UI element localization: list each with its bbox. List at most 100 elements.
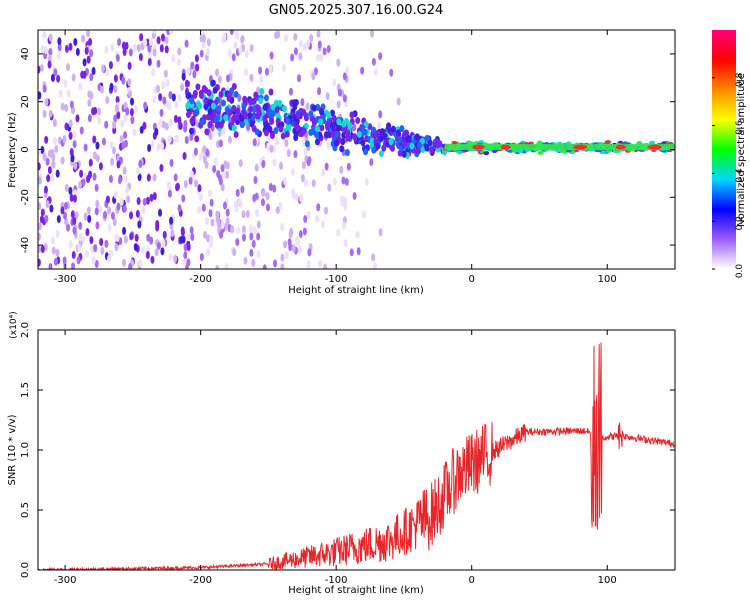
spectrogram-cell	[58, 89, 63, 98]
spectrogram-cell	[171, 54, 176, 63]
spectrogram-cell	[188, 176, 193, 185]
spectrogram-cell	[339, 145, 345, 153]
spectrogram-cell	[215, 210, 220, 219]
spectrogram-cell	[308, 110, 314, 118]
spectrogram-cell	[88, 37, 93, 46]
spectrogram-cell	[295, 124, 301, 132]
spectrogram-cell	[156, 143, 161, 152]
spectrogram-cell	[72, 216, 77, 225]
spectrogram-cell	[599, 144, 602, 151]
spectrogram-cell	[274, 106, 280, 114]
spectrogram-cell	[251, 239, 256, 248]
spectrogram-cell	[243, 256, 248, 265]
spectrogram-cell	[626, 144, 629, 151]
spectrogram-cell	[165, 101, 170, 110]
spectrogram-cell	[125, 186, 130, 195]
spectrogram-cell	[86, 175, 91, 184]
spectrogram-cell	[177, 204, 182, 213]
spectrogram-cell	[262, 114, 268, 122]
spectrogram-cell	[189, 133, 194, 142]
spectrogram-cell	[38, 258, 41, 267]
spectrogram-cell	[295, 235, 300, 244]
spectrogram-cell	[212, 165, 217, 174]
spectrogram-cell	[161, 239, 166, 248]
spectrogram-cell	[129, 211, 134, 220]
spectrogram-cell	[293, 47, 298, 56]
spectrogram-cell	[512, 144, 515, 151]
spectrogram-cell	[152, 30, 157, 35]
spectrogram-cell	[306, 260, 311, 269]
spectrogram-cell	[320, 220, 325, 229]
spectrogram-cell	[665, 144, 668, 151]
spectrogram-cell	[43, 45, 48, 54]
spectrogram-cell	[218, 90, 224, 98]
spectrogram-cell	[248, 98, 254, 106]
spectrogram-cell	[197, 206, 202, 215]
spectrogram-cell	[161, 81, 166, 90]
spectrogram-cell	[468, 144, 471, 151]
spectrogram-cell	[44, 214, 49, 223]
colorbar-tick-label: 0.4	[735, 168, 745, 183]
spectrogram-cell	[379, 128, 385, 136]
spectrogram-cell	[115, 95, 120, 104]
spectrogram-cell	[303, 215, 308, 224]
spectrogram-cell	[555, 144, 558, 151]
spectrogram-cell	[326, 141, 331, 150]
spectrogram-cell	[99, 85, 104, 94]
spectrogram-cell	[168, 118, 173, 127]
spectrogram-cell	[238, 159, 243, 168]
spectrogram-cell	[181, 72, 186, 81]
spectrogram-cell	[205, 48, 210, 57]
spectrogram-cell	[199, 253, 204, 262]
spectrogram-cell	[288, 87, 293, 96]
spectrogram-cell	[294, 117, 300, 125]
spectrogram-cell	[521, 144, 524, 151]
spectrogram-cell	[280, 253, 285, 262]
spectrogram-cell	[171, 93, 176, 102]
spectrogram-cell	[396, 97, 401, 106]
spectrogram-cell	[45, 157, 50, 166]
colorbar-label: Normalized spectral amplitude	[736, 73, 747, 227]
spectrogram-cell	[104, 239, 109, 248]
spectrogram-cell	[222, 201, 227, 210]
spectrogram-cell	[207, 189, 212, 198]
spectrogram-cell	[198, 152, 203, 161]
spectrogram-cell	[169, 30, 174, 35]
spectrogram-cell	[88, 158, 93, 167]
spectrogram-cell	[416, 141, 422, 149]
spectrogram-cell	[311, 179, 316, 188]
spectrogram-cell	[57, 43, 62, 52]
spectrogram-cell	[114, 243, 119, 252]
spectrogram-cell	[643, 144, 646, 151]
spectrogram-cell	[230, 225, 235, 234]
spectrogram-cell	[169, 158, 174, 167]
spectrogram-cell	[226, 74, 231, 83]
spectrogram-cell	[460, 144, 463, 151]
spectrogram-cell	[185, 102, 191, 110]
spectrogram-cell	[283, 177, 288, 186]
spectrogram-cell	[95, 221, 100, 230]
spectrogram-cell	[195, 100, 201, 108]
spectrogram-cell	[160, 142, 165, 151]
spectrogram-cell	[371, 146, 377, 154]
spectrogram-cell	[233, 131, 239, 139]
spectrogram-cell	[113, 74, 118, 83]
spectrogram-cell	[63, 201, 68, 210]
spectrogram-cell	[129, 232, 134, 241]
spectrogram-cell	[560, 144, 563, 151]
spectrogram-cell	[673, 144, 675, 151]
colorbar-tick-label: 0.0	[735, 264, 745, 279]
spectrogram-cell	[42, 153, 47, 162]
spectrogram-cell	[132, 44, 137, 53]
spectrogram-cell	[316, 30, 321, 38]
spectrogram-cell	[561, 144, 564, 151]
spectrogram-cell	[201, 203, 206, 212]
snr-y-label: SNR (10 * v/v)	[7, 414, 18, 485]
spectrogram-cell	[225, 170, 230, 179]
spectrogram-cell	[69, 148, 74, 157]
spectrogram-cell	[68, 186, 73, 195]
spectrogram-cell	[180, 83, 185, 92]
spectrogram-cell	[240, 34, 245, 43]
spectrogram-cell	[597, 144, 600, 151]
spectrogram-cell	[53, 68, 58, 77]
